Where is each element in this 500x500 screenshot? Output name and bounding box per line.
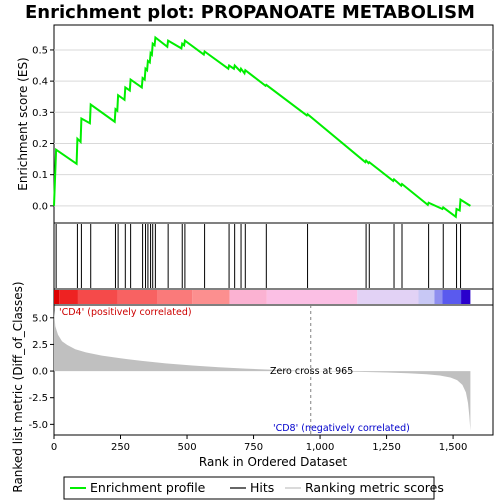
metric-y-tick-label: 2.5 bbox=[32, 340, 48, 351]
color-bar-segment bbox=[229, 290, 267, 304]
legend: Enrichment profile Hits Ranking metric s… bbox=[63, 476, 444, 500]
x-tick-label: 0 bbox=[51, 442, 57, 453]
x-tick-label: 1,500 bbox=[439, 442, 468, 453]
x-axis-label: Rank in Ordered Dataset bbox=[199, 455, 347, 469]
metric-y-axis-label: Ranked list metric (Diff_of_Classes) bbox=[11, 281, 25, 492]
es-y-tick-label: 0.2 bbox=[32, 139, 48, 150]
color-bar-segment bbox=[357, 290, 419, 304]
metric-panel: -5.0 -2.5 0.0 2.5 5.0 0 250 500 750 1,000 1,250 1,… bbox=[11, 281, 494, 493]
x-tick-label: 1,250 bbox=[372, 442, 401, 453]
color-bar-segment bbox=[418, 290, 435, 304]
color-bar-segment bbox=[54, 290, 60, 304]
es-gridlines bbox=[54, 49, 493, 207]
color-bar-segments bbox=[54, 290, 471, 304]
legend-metric-label: Ranking metric scores bbox=[305, 480, 444, 495]
negative-correlation-label: 'CD8' (negatively correlated) bbox=[273, 423, 410, 434]
hit-lines bbox=[55, 224, 462, 288]
ranking-color-bar bbox=[53, 288, 494, 306]
es-panel-frame bbox=[53, 24, 494, 224]
metric-y-tick-label: 5.0 bbox=[32, 313, 48, 324]
metric-y-tick-label: -2.5 bbox=[28, 393, 48, 404]
es-y-tick-label: 0.0 bbox=[32, 201, 48, 212]
es-y-axis-label: Enrichment score (ES) bbox=[16, 57, 30, 190]
hits-panel-frame bbox=[53, 222, 494, 290]
enrichment-profile-line bbox=[53, 35, 471, 219]
x-tick-label: 500 bbox=[177, 442, 196, 453]
color-bar-segment bbox=[442, 290, 462, 304]
es-y-tick-label: 0.5 bbox=[32, 45, 48, 56]
metric-y-tick-label: -5.0 bbox=[28, 420, 48, 431]
x-tick-label: 250 bbox=[111, 442, 130, 453]
color-bar-segment bbox=[77, 290, 118, 304]
zero-cross-label: Zero cross at 965 bbox=[270, 366, 353, 377]
chart-title: Enrichment plot: PROPANOATE METABOLISM bbox=[25, 2, 475, 23]
positive-correlation-label: 'CD4' (positively correlated) bbox=[59, 307, 192, 318]
metric-y-tick-label: 0.0 bbox=[32, 367, 48, 378]
hits-panel bbox=[53, 222, 494, 290]
color-bar-segment bbox=[117, 290, 158, 304]
es-y-tick-label: 0.1 bbox=[32, 170, 48, 181]
es-panel: 0.0 0.1 0.2 0.3 0.4 0.5 Enrichment score (ES) bbox=[16, 24, 494, 224]
legend-enrichment-label: Enrichment profile bbox=[90, 480, 206, 495]
x-tick-label: 750 bbox=[244, 442, 263, 453]
legend-frame bbox=[63, 476, 435, 500]
es-y-tick-label: 0.4 bbox=[32, 77, 48, 88]
color-bar-segment bbox=[59, 290, 78, 304]
legend-hits-label: Hits bbox=[250, 480, 274, 495]
es-y-ticks: 0.0 0.1 0.2 0.3 0.4 0.5 bbox=[32, 45, 54, 212]
color-bar-segment bbox=[192, 290, 230, 304]
ranking-metric-area bbox=[54, 310, 471, 431]
color-bar-segment bbox=[461, 290, 471, 304]
color-bar-segment bbox=[157, 290, 193, 304]
metric-x-ticks: 0 250 500 750 1,000 1,250 1,500 bbox=[51, 435, 468, 453]
es-y-tick-label: 0.3 bbox=[32, 108, 48, 119]
color-bar-segment bbox=[434, 290, 443, 304]
color-bar-segment bbox=[266, 290, 358, 304]
x-tick-label: 1,000 bbox=[306, 442, 335, 453]
metric-y-ticks: -5.0 -2.5 0.0 2.5 5.0 bbox=[28, 313, 54, 431]
